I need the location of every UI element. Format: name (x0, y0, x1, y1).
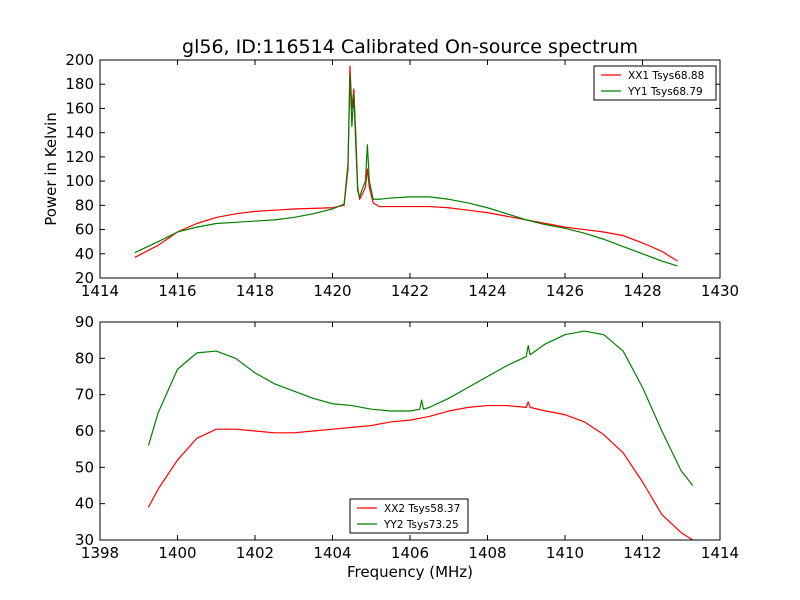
x-tick-label: 1408 (468, 544, 506, 562)
series-line-1-2 (134, 73, 678, 267)
y-tick-label: 180 (65, 75, 94, 93)
x-tick-label: 1402 (236, 544, 274, 562)
y-tick-label: 60 (75, 221, 94, 239)
x-tick-label: 1414 (701, 544, 739, 562)
x-tick-label: 1416 (158, 282, 196, 300)
y-tick-label: 70 (75, 386, 94, 404)
x-tick-label: 1410 (546, 544, 584, 562)
legend-label: YY1 Tsys68.79 (627, 86, 703, 98)
x-tick-label: 1400 (158, 544, 196, 562)
legend-label: XX1 Tsys68.88 (628, 70, 704, 82)
y-tick-label: 80 (75, 349, 94, 367)
y-tick-label: 40 (75, 245, 94, 263)
series-line-1-1 (134, 65, 678, 262)
x-tick-label: 1422 (391, 282, 429, 300)
x-tick-label: 1420 (313, 282, 351, 300)
bottom-spectrum-panel: 1398 1400 1402 1404 1406 1408 1410 1412 1414 30 40… (75, 313, 739, 562)
series-line-2-2 (147, 330, 694, 486)
chart-title: gl56, ID:116514 Calibrated On-source spe… (182, 36, 638, 58)
y-tick-label: 140 (65, 124, 94, 142)
y-tick-label: 120 (65, 148, 94, 166)
x-tick-label: 1412 (623, 544, 661, 562)
series-line-2-1 (147, 401, 694, 541)
y-tick-label: 100 (65, 172, 94, 190)
x-tick-label: 1426 (546, 282, 584, 300)
legend: XX2 Tsys58.37 YY2 Tsys73.25 (349, 498, 469, 534)
x-tick-label: 1430 (701, 282, 739, 300)
y-tick-label: 20 (75, 269, 94, 287)
legend-label: XX2 Tsys58.37 (384, 503, 460, 515)
top-spectrum-panel: 1414 1416 1418 1420 1422 1424 1426 1428 1430 20 40… (65, 51, 739, 300)
legend-box (349, 498, 469, 534)
y-axis-label: Power in Kelvin (42, 112, 60, 226)
x-axis-label: Frequency (MHz) (347, 563, 473, 581)
x-tick-label: 1428 (623, 282, 661, 300)
legend-box (593, 65, 717, 101)
y-tick-label: 200 (65, 51, 94, 69)
y-tick-label: 50 (75, 458, 94, 476)
x-tick-label: 1398 (81, 544, 119, 562)
x-tick-label: 1406 (391, 544, 429, 562)
legend-label: YY2 Tsys73.25 (383, 519, 459, 531)
y-tick-label: 30 (75, 531, 94, 549)
y-tick-label: 40 (75, 495, 94, 513)
x-tick-label: 1404 (313, 544, 351, 562)
y-tick-label: 60 (75, 422, 94, 440)
x-tick-label: 1414 (81, 282, 119, 300)
x-tick-label: 1424 (468, 282, 506, 300)
legend: XX1 Tsys68.88 YY1 Tsys68.79 (593, 65, 717, 101)
x-tick-label: 1418 (236, 282, 274, 300)
y-tick-label: 90 (75, 313, 94, 331)
y-tick-label: 80 (75, 196, 94, 214)
y-tick-label: 160 (65, 99, 94, 117)
